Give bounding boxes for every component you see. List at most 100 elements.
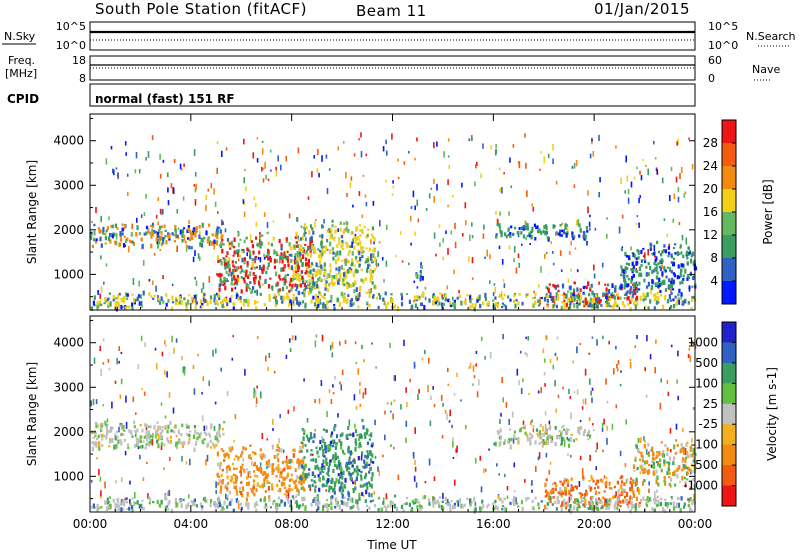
x-tick-label: 12:00 — [375, 517, 410, 531]
region-cell — [386, 301, 389, 306]
noise-cell — [232, 335, 234, 338]
noise-cell — [644, 252, 646, 259]
region-cell — [677, 251, 680, 256]
region-cell — [357, 305, 360, 309]
region-cell — [486, 302, 489, 306]
region-cell — [664, 498, 667, 501]
region-cell — [295, 484, 298, 489]
region-cell — [352, 489, 355, 493]
noise-cell — [314, 340, 317, 348]
region-cell — [342, 501, 346, 506]
region-cell — [342, 294, 345, 299]
noise-cell — [524, 352, 526, 355]
region-cell — [666, 505, 669, 509]
region-cell — [256, 504, 259, 507]
region-cell — [255, 236, 258, 240]
noise-cell — [452, 195, 454, 198]
region-cell — [318, 276, 321, 281]
region-cell — [346, 300, 349, 305]
noise-cell — [256, 336, 259, 340]
region-cell — [206, 238, 209, 244]
region-cell — [330, 281, 333, 286]
region-cell — [571, 233, 574, 238]
region-cell — [215, 444, 218, 447]
region-cell — [509, 501, 512, 505]
region-cell — [441, 500, 444, 503]
noise-cell — [157, 434, 160, 441]
region-cell — [299, 244, 302, 248]
region-cell — [238, 254, 241, 258]
region-cell — [296, 475, 299, 480]
noise-cell — [377, 251, 379, 257]
region-cell — [588, 501, 591, 505]
region-cell — [513, 434, 516, 439]
region-cell — [330, 498, 333, 503]
region-cell — [235, 455, 238, 458]
noise-cell — [513, 462, 516, 468]
region-cell — [331, 275, 334, 279]
noise-cell — [601, 422, 604, 428]
noise-cell — [360, 455, 363, 461]
noise-cell — [152, 433, 154, 439]
region-cell — [423, 304, 426, 310]
region-cell — [209, 446, 213, 449]
region-cell — [188, 245, 191, 250]
region-cell — [435, 299, 439, 303]
region-cell — [636, 295, 639, 301]
region-cell — [540, 230, 543, 235]
region-cell — [402, 509, 405, 513]
noise-cell — [447, 155, 450, 158]
region-cell — [370, 258, 373, 261]
region-cell — [573, 505, 576, 511]
region-cell — [503, 497, 506, 501]
region-cell — [314, 465, 317, 470]
noise-cell — [449, 409, 451, 417]
region-cell — [405, 496, 409, 499]
region-cell — [165, 239, 168, 245]
region-cell — [333, 281, 336, 286]
noise-cell — [670, 288, 672, 294]
region-cell — [428, 298, 431, 303]
region-cell — [187, 225, 190, 229]
noise-cell — [446, 285, 449, 290]
region-cell — [361, 451, 364, 455]
region-cell — [321, 295, 324, 298]
region-cell — [537, 502, 540, 507]
region-cell — [290, 478, 293, 481]
region-cell — [329, 446, 332, 452]
region-cell — [664, 501, 667, 507]
noise-cell — [669, 428, 672, 434]
noise-cell — [479, 455, 482, 461]
region-cell — [239, 502, 242, 506]
region-cell — [692, 499, 695, 503]
noise-cell — [509, 157, 511, 163]
region-cell — [353, 289, 356, 294]
region-cell — [356, 293, 359, 298]
region-cell — [590, 499, 593, 503]
region-cell — [667, 254, 670, 258]
noise-cell — [499, 211, 501, 216]
region-cell — [691, 453, 694, 458]
region-cell — [295, 299, 299, 305]
region-cell — [668, 294, 671, 299]
region-cell — [638, 501, 641, 505]
region-cell — [499, 497, 502, 502]
region-cell — [563, 499, 566, 504]
region-cell — [663, 475, 666, 480]
noise-cell — [262, 167, 265, 170]
region-cell — [301, 248, 304, 251]
region-cell — [674, 295, 677, 299]
region-cell — [322, 459, 325, 464]
noise-cell — [368, 289, 370, 295]
noise-cell — [667, 391, 670, 396]
region-cell — [556, 495, 559, 501]
region-cell — [217, 259, 220, 263]
region-cell — [342, 230, 345, 233]
region-cell — [645, 504, 649, 508]
region-cell — [317, 285, 320, 290]
noise-cell — [524, 427, 526, 430]
region-cell — [550, 435, 553, 439]
noise-cell — [317, 149, 319, 155]
region-cell — [624, 266, 627, 271]
region-cell — [627, 283, 630, 287]
